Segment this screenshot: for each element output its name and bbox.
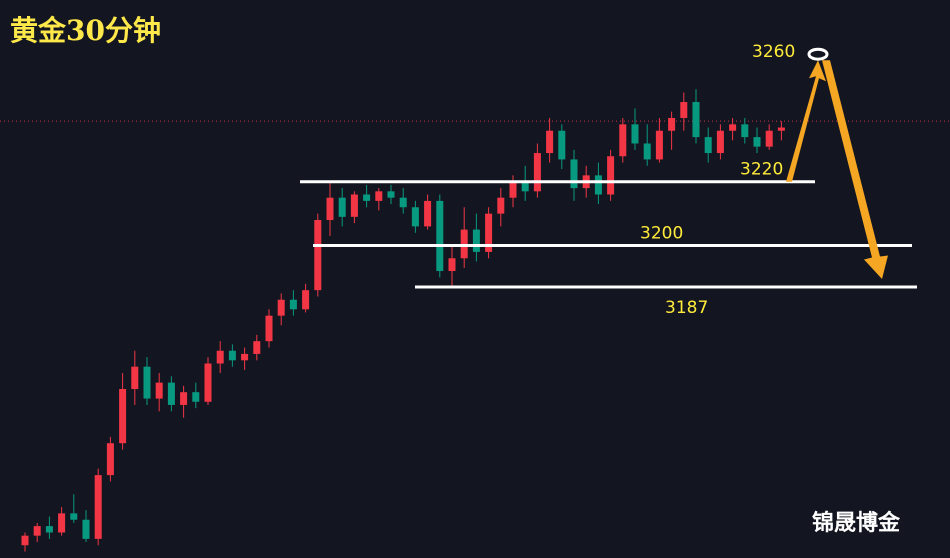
candle-body [509,181,517,198]
target-label: 3260 [752,42,795,62]
candle-body [21,535,29,546]
candle-body [655,130,663,160]
candle-body [729,124,737,131]
candle-body [167,382,175,405]
candle-body [704,137,712,154]
arrow-up [786,60,826,182]
candle-body [668,117,676,131]
candle-body [45,526,53,533]
candle-body [387,191,395,198]
candle-body [253,341,261,354]
candle-body [546,130,554,154]
candle-body [680,102,688,118]
watermark: 锦晟博金 [812,510,901,536]
candle-body [277,299,285,316]
candle-body [692,102,700,138]
level-label: 3200 [640,224,683,244]
candle-body [643,143,651,160]
candle-body [338,197,346,217]
candle-body [363,194,371,201]
candle-body [411,207,419,227]
candle-body [485,213,493,252]
candle-body [594,175,602,195]
candle-body [228,350,236,361]
arrow-down [822,60,888,279]
candle-body [106,443,114,476]
candle-body [753,137,761,147]
candle-body [204,363,212,402]
candle-body [326,197,334,221]
candle-body [521,181,529,192]
candle-body [180,392,188,405]
candle-body [399,197,407,208]
candle-body [82,519,90,539]
candle-body [302,290,310,310]
candle-body [472,229,480,252]
candle-body [497,197,505,214]
candle-body [375,191,383,201]
candle-body [777,127,785,131]
candle-body [607,156,615,195]
candle-body [314,220,322,291]
candle-body [460,229,468,259]
candle-body [216,350,224,364]
candle-body [94,475,102,539]
candle-body [155,382,163,399]
chart-title: 黄金30分钟 [10,14,161,47]
candle-body [448,258,456,272]
candle-body [33,526,41,536]
candle-body [741,124,749,138]
candle-body [631,124,639,144]
candle-body [533,153,541,192]
candle-body [119,389,127,444]
candle-body [131,366,139,390]
candle-body [58,513,66,533]
level-label: 3220 [740,160,783,180]
candle-body [716,130,724,154]
target-ring [807,47,829,61]
level-label: 3187 [665,298,708,318]
candle-body [265,315,273,342]
candle-body [619,124,627,157]
candle-body [570,159,578,189]
candle-body [424,200,432,227]
candle-body [289,299,297,310]
candle-body [143,366,151,399]
candle-body [350,194,358,217]
candle-body [241,353,249,361]
candle-body [436,200,444,272]
candle-body [192,392,200,402]
candle-body [765,130,773,147]
candle-body [70,513,78,520]
candle-body [558,130,566,160]
